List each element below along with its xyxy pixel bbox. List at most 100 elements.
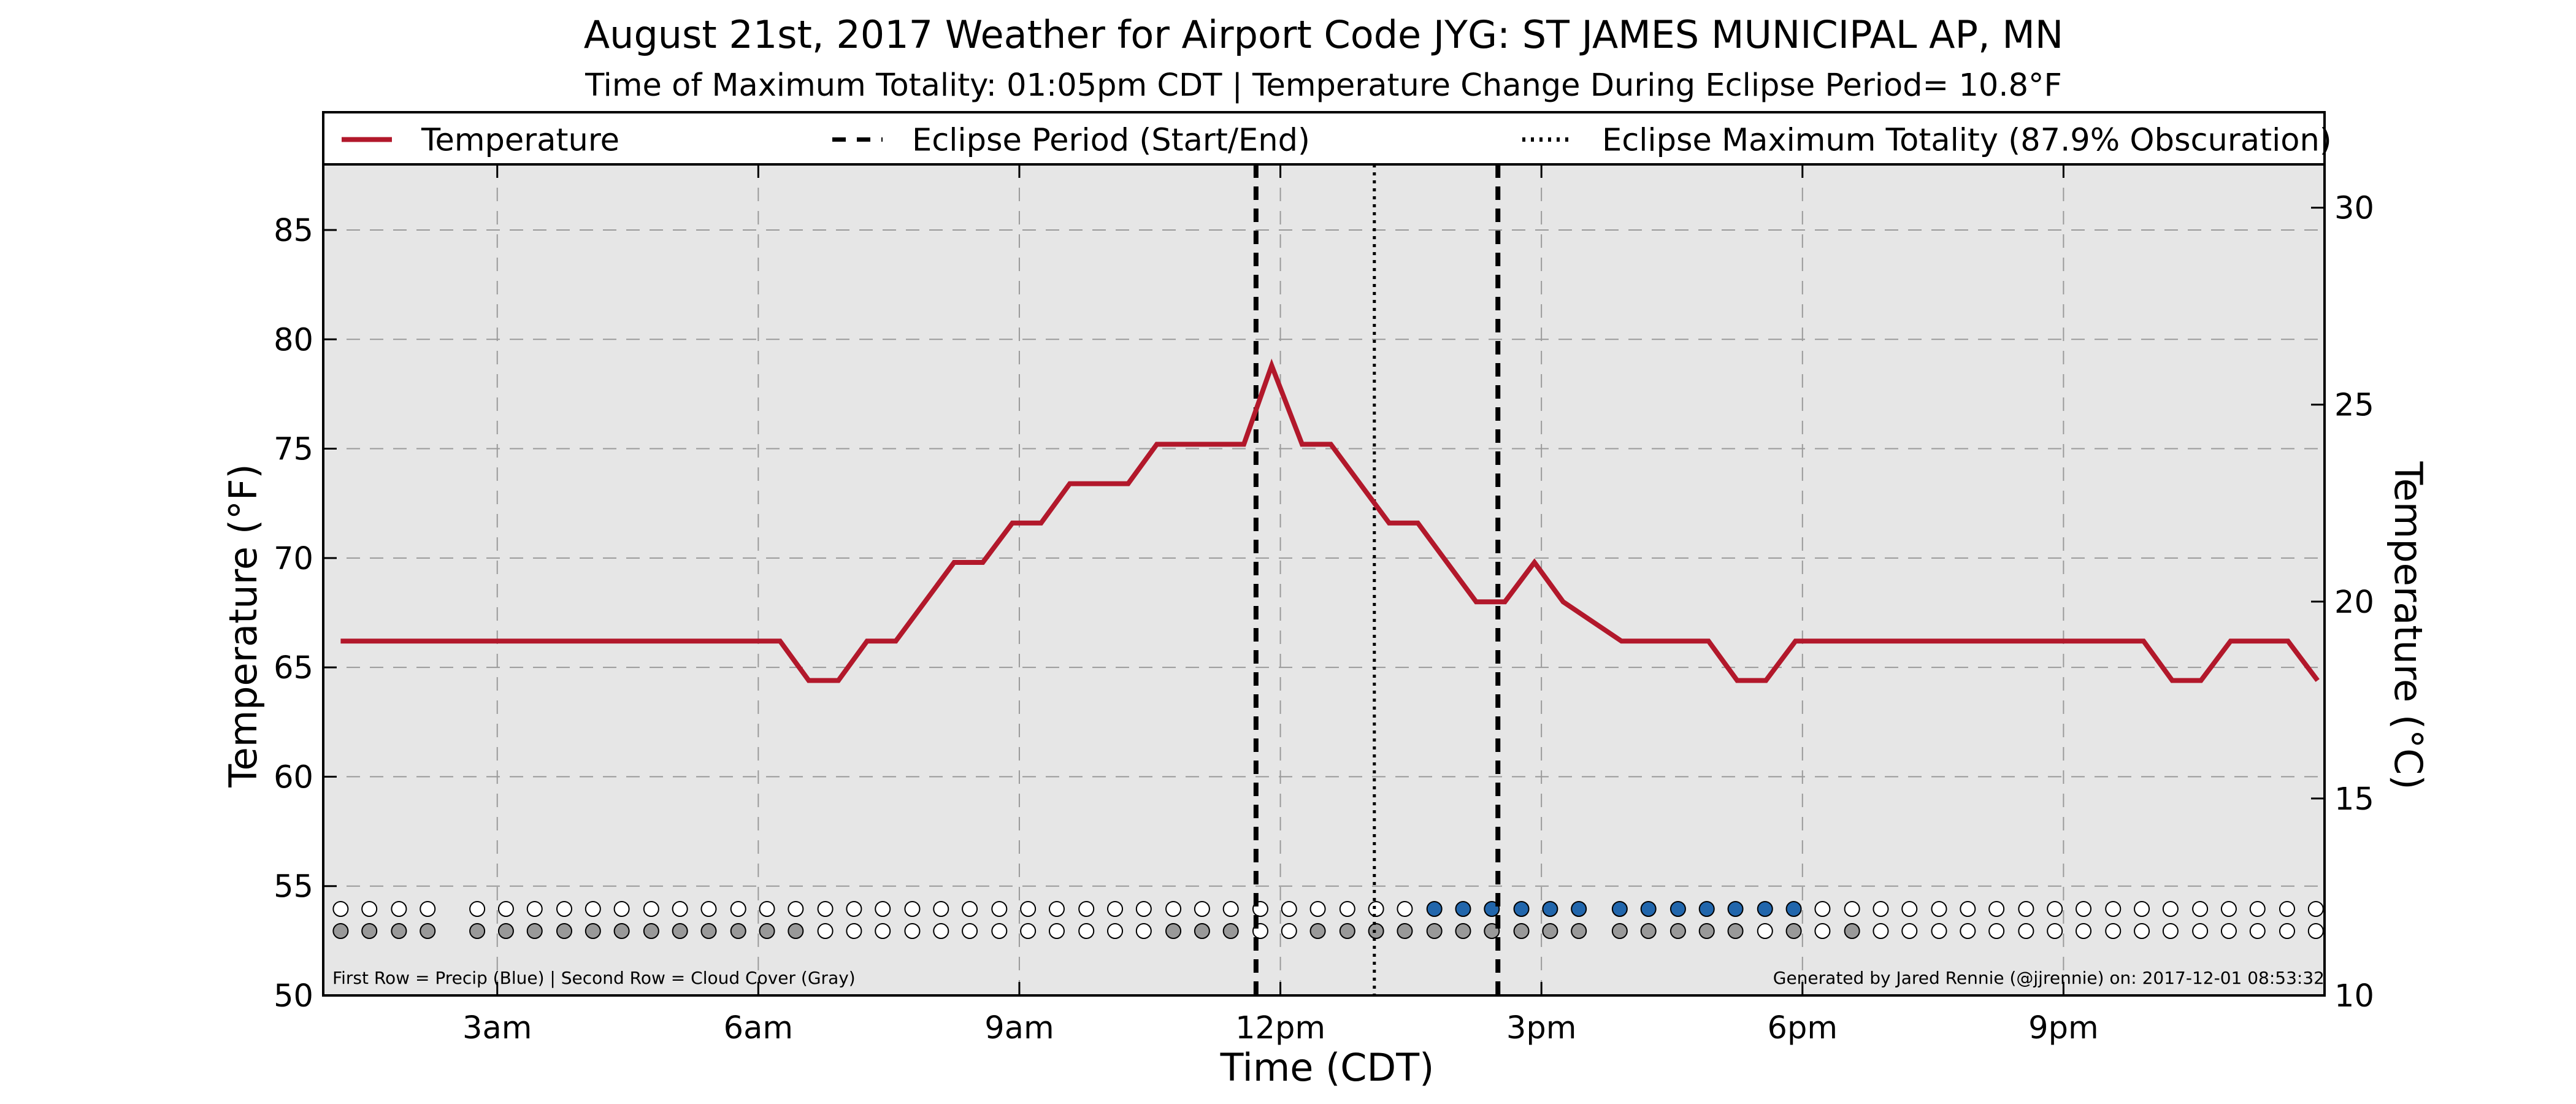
precip-dot	[1757, 901, 1773, 917]
cloud-cover-dot	[1048, 923, 1065, 939]
precip-dot	[1194, 901, 1210, 917]
cloud-cover-dot	[1078, 923, 1095, 939]
cloud-cover-dot	[2249, 923, 2266, 939]
cloud-cover-dot	[2134, 923, 2150, 939]
x-tick-label: 3pm	[1506, 1010, 1577, 1046]
y-tick-label: 55	[274, 869, 313, 905]
precip-dot	[759, 901, 775, 917]
y-axis-ticks-left: 50 55 60 65 70 75 80 85	[274, 213, 337, 1014]
precip-dot	[1078, 901, 1095, 917]
cloud-cover-dot	[469, 923, 486, 939]
cloud-cover-dot	[2105, 923, 2122, 939]
precip-dot	[1640, 901, 1657, 917]
cloud-cover-dot	[497, 923, 514, 939]
precip-dot	[846, 901, 862, 917]
precip-dot	[332, 901, 349, 917]
y-right-tick-label: 10	[2334, 978, 2374, 1014]
x-axis-label: Time (CDT)	[1220, 1045, 1435, 1090]
y-right-tick-label: 15	[2334, 781, 2374, 818]
footnote-right: Generated by Jared Rennie (@jjrennie) on…	[1773, 968, 2325, 988]
y-right-tick-label: 25	[2334, 388, 2374, 424]
plot-area	[323, 164, 2325, 995]
precip-dot	[2076, 901, 2092, 917]
precip-dot	[1513, 901, 1530, 917]
precip-dot	[1698, 901, 1715, 917]
cloud-cover-dot	[904, 923, 921, 939]
y-right-tick-label: 30	[2334, 191, 2374, 227]
precip-dot	[1426, 901, 1443, 917]
legend-label: Temperature	[421, 123, 619, 159]
precip-dot	[391, 901, 407, 917]
cloud-cover-dot	[1873, 923, 1889, 939]
precip-dot	[1931, 901, 1947, 917]
precip-dot	[2192, 901, 2209, 917]
y-tick-label: 75	[274, 432, 313, 468]
precip-dot	[1785, 901, 1802, 917]
cloud-cover-dot	[1931, 923, 1947, 939]
cloud-cover-dot	[1165, 923, 1182, 939]
precip-dot	[497, 901, 514, 917]
precip-dot	[613, 901, 630, 917]
cloud-cover-dot	[1727, 923, 1744, 939]
temperature-line	[340, 358, 2320, 683]
cloud-cover-dot	[1281, 923, 1297, 939]
precip-dot	[1339, 901, 1355, 917]
precip-dot	[526, 901, 543, 917]
y-tick-label: 70	[274, 541, 313, 577]
cloud-cover-dot	[2279, 923, 2295, 939]
precip-dot	[469, 901, 486, 917]
cloud-cover-dot	[1222, 923, 1239, 939]
cloud-cover-dot	[962, 923, 978, 939]
precip-dot	[2162, 901, 2179, 917]
precip-dot	[1988, 901, 2005, 917]
precip-dot	[1542, 901, 1558, 917]
cloud-cover-dot	[817, 923, 834, 939]
precip-dot	[1222, 901, 1239, 917]
gridlines	[323, 164, 2325, 995]
eclipse-markers	[1253, 164, 1501, 995]
precip-dot	[904, 901, 921, 917]
precip-dot	[2249, 901, 2266, 917]
y-right-tick-label: 20	[2334, 585, 2374, 621]
precip-dot	[672, 901, 688, 917]
precip-dot	[1960, 901, 1976, 917]
precip-dot	[1135, 901, 1152, 917]
y-axis-label-right: Temperature (°C)	[2386, 461, 2431, 789]
cloud-cover-dot	[991, 923, 1008, 939]
cloud-cover-dot	[391, 923, 407, 939]
cloud-cover-dot	[585, 923, 601, 939]
cloud-cover-dot	[1426, 923, 1443, 939]
cloud-cover-dot	[1368, 923, 1384, 939]
x-tick-label: 9am	[984, 1010, 1054, 1046]
chart-subtitle: Time of Maximum Totality: 01:05pm CDT | …	[585, 67, 2062, 104]
precip-dot	[933, 901, 949, 917]
precip-dot	[1873, 901, 1889, 917]
precip-dot	[1309, 901, 1326, 917]
y-tick-label: 50	[274, 978, 313, 1014]
plot-frame	[322, 163, 2326, 997]
cloud-cover-dot	[2018, 923, 2034, 939]
cloud-cover-dot	[1513, 923, 1530, 939]
precip-dot	[1669, 901, 1686, 917]
cloud-cover-dot	[875, 923, 891, 939]
cloud-cover-dot	[788, 923, 804, 939]
precip-dot	[700, 901, 717, 917]
cloud-cover-dot	[1107, 923, 1124, 939]
cloud-cover-dot	[1960, 923, 1976, 939]
y-axis-label-left: Temperature (°F)	[221, 464, 266, 788]
precip-dot	[1901, 901, 1918, 917]
precip-cloud-dot-rows	[332, 901, 2324, 939]
y-tick-label: 80	[274, 322, 313, 358]
precip-dot	[1455, 901, 1471, 917]
cloud-cover-dot	[1397, 923, 1413, 939]
chart-title: August 21st, 2017 Weather for Airport Co…	[584, 12, 2064, 57]
precip-dot	[962, 901, 978, 917]
cloud-cover-dot	[700, 923, 717, 939]
x-tick-label: 3am	[462, 1010, 532, 1046]
cloud-cover-dot	[1785, 923, 1802, 939]
precip-dot	[875, 901, 891, 917]
y-tick-label: 65	[274, 650, 313, 686]
precip-dot	[2105, 901, 2122, 917]
precip-dot	[556, 901, 572, 917]
